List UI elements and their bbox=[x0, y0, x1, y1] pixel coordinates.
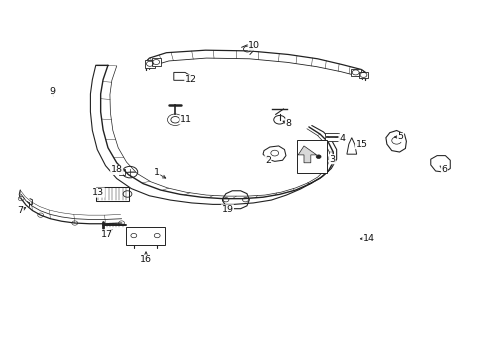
Text: 16: 16 bbox=[140, 255, 152, 264]
Text: 5: 5 bbox=[397, 132, 403, 141]
Text: 15: 15 bbox=[355, 140, 367, 149]
Bar bbox=[325, 133, 338, 136]
Polygon shape bbox=[430, 156, 449, 172]
Polygon shape bbox=[385, 131, 406, 152]
Text: 18: 18 bbox=[110, 166, 122, 175]
Text: 9: 9 bbox=[49, 86, 55, 95]
Text: 11: 11 bbox=[180, 115, 192, 124]
Bar bbox=[144, 59, 155, 68]
Polygon shape bbox=[263, 146, 285, 161]
Text: 14: 14 bbox=[362, 234, 374, 243]
Text: 6: 6 bbox=[441, 165, 447, 174]
Bar bbox=[350, 69, 360, 76]
Bar bbox=[358, 72, 367, 78]
Text: 13: 13 bbox=[92, 188, 104, 197]
Bar bbox=[152, 58, 160, 66]
Text: 7: 7 bbox=[17, 206, 23, 215]
Text: 4: 4 bbox=[338, 134, 345, 143]
Text: 8: 8 bbox=[285, 119, 291, 128]
Polygon shape bbox=[126, 226, 164, 244]
Polygon shape bbox=[346, 138, 356, 154]
Text: 19: 19 bbox=[221, 205, 233, 214]
Text: 1: 1 bbox=[153, 168, 160, 177]
Polygon shape bbox=[173, 72, 189, 80]
Bar bbox=[96, 187, 129, 201]
Text: 3: 3 bbox=[328, 155, 335, 164]
Circle shape bbox=[316, 155, 321, 158]
Text: 17: 17 bbox=[101, 230, 113, 239]
Polygon shape bbox=[119, 169, 125, 175]
Text: 12: 12 bbox=[184, 75, 197, 84]
Polygon shape bbox=[222, 191, 249, 209]
Text: 2: 2 bbox=[264, 156, 270, 165]
Polygon shape bbox=[298, 146, 316, 163]
Bar bbox=[297, 140, 327, 173]
Text: 10: 10 bbox=[248, 41, 260, 50]
Bar bbox=[325, 137, 338, 140]
